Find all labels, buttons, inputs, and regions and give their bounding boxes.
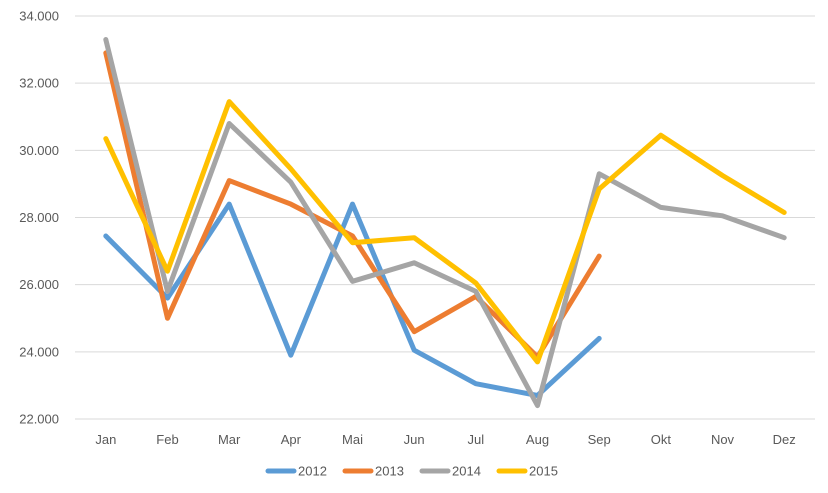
x-tick-label: Jan [95, 432, 116, 447]
y-tick-label: 26.000 [19, 277, 59, 292]
x-tick-label: Apr [281, 432, 302, 447]
y-tick-label: 24.000 [19, 344, 59, 359]
legend-label-2015: 2015 [529, 464, 558, 479]
gridlines [75, 15, 815, 420]
x-tick-label: Jul [468, 432, 485, 447]
x-axis-ticks: Jan Feb Mar Apr Mai Jun Jul Aug Sep Okt Nov Dez [95, 432, 795, 447]
y-tick-label: 32.000 [19, 76, 59, 91]
series-line-2014 [103, 37, 787, 409]
y-axis-ticks: 22.000 24.000 26.000 28.000 30.000 32.000 34.0… [19, 9, 59, 427]
y-tick-label: 28.000 [19, 210, 59, 225]
series-line-2015 [103, 99, 787, 365]
x-tick-label: Mar [218, 432, 241, 447]
x-tick-label: Feb [156, 432, 178, 447]
legend: 2012 2013 2014 2015 [265, 464, 558, 479]
legend-label-2014: 2014 [452, 464, 481, 479]
x-tick-label: Nov [711, 432, 735, 447]
y-tick-label: 34.000 [19, 9, 59, 24]
x-tick-label: Dez [773, 432, 796, 447]
x-tick-label: Jun [404, 432, 425, 447]
series-lines [103, 37, 787, 409]
x-tick-label: Mai [342, 432, 363, 447]
x-tick-label: Okt [651, 432, 672, 447]
legend-label-2012: 2012 [298, 464, 327, 479]
y-tick-label: 30.000 [19, 143, 59, 158]
y-tick-label: 22.000 [19, 412, 59, 427]
x-tick-label: Aug [526, 432, 549, 447]
legend-label-2013: 2013 [375, 464, 404, 479]
x-tick-label: Sep [588, 432, 611, 447]
